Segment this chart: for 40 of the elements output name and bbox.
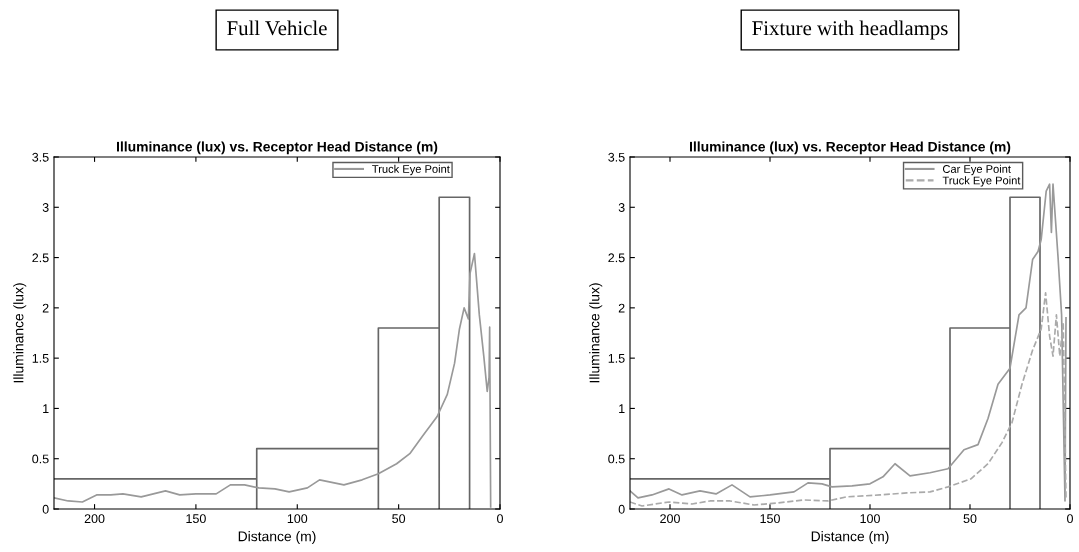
x-axis-title: Distance (m) <box>238 531 316 545</box>
y-tick-label: 2.5 <box>32 253 49 263</box>
y-tick-label: 1.5 <box>608 354 625 363</box>
legend-label: Car Eye Point <box>942 164 1011 176</box>
chart-title: Fixture with headlamps <box>752 20 948 40</box>
chart-title: Full Vehicle <box>227 20 327 36</box>
x-tick-label: 150 <box>760 514 780 524</box>
y-axis-title: Illuminance (lux) <box>589 283 603 383</box>
line-series <box>54 196 471 509</box>
x-tick-label: 100 <box>860 514 880 524</box>
y-tick-label: 0 <box>42 504 49 514</box>
x-tick-label: 50 <box>392 514 406 524</box>
legend-label: Truck Eye Point <box>942 176 1021 187</box>
x-axis-title: Distance (m) <box>811 531 889 545</box>
legend-label: Truck Eye Point <box>372 164 450 176</box>
chart-subtitle: Illuminance (lux) vs. Receptor Head Distance (m) <box>117 141 438 155</box>
x-tick-label: 150 <box>186 514 206 524</box>
x-tick-label: 200 <box>660 514 680 524</box>
y-tick-label: 2 <box>618 303 625 313</box>
x-tick-label: 0 <box>1067 514 1073 524</box>
x-tick-label: 0 <box>497 514 503 524</box>
y-tick-label: 0.5 <box>608 454 625 464</box>
line-series <box>54 252 492 508</box>
y-tick-label: 0.5 <box>32 454 49 464</box>
y-tick-label: 2 <box>42 303 49 313</box>
x-tick-label: 200 <box>84 514 105 524</box>
y-tick-label: 1.5 <box>32 354 49 363</box>
y-tick-label: 3 <box>42 203 49 212</box>
y-tick-label: 1 <box>619 404 625 413</box>
y-tick-label: 0 <box>618 504 625 514</box>
y-axis-title: Illuminance (lux) <box>13 283 27 383</box>
x-tick-label: 50 <box>963 514 977 524</box>
y-tick-label: 3.5 <box>608 152 625 162</box>
y-tick-label: 2.5 <box>608 253 625 263</box>
y-tick-label: 1 <box>43 404 49 413</box>
line-series <box>630 291 1067 507</box>
chart-subtitle: Illuminance (lux) vs. Receptor Head Distance (m) <box>690 141 1011 155</box>
y-tick-label: 3.5 <box>32 152 49 162</box>
y-tick-label: 3 <box>618 203 625 212</box>
x-tick-label: 100 <box>287 514 308 524</box>
